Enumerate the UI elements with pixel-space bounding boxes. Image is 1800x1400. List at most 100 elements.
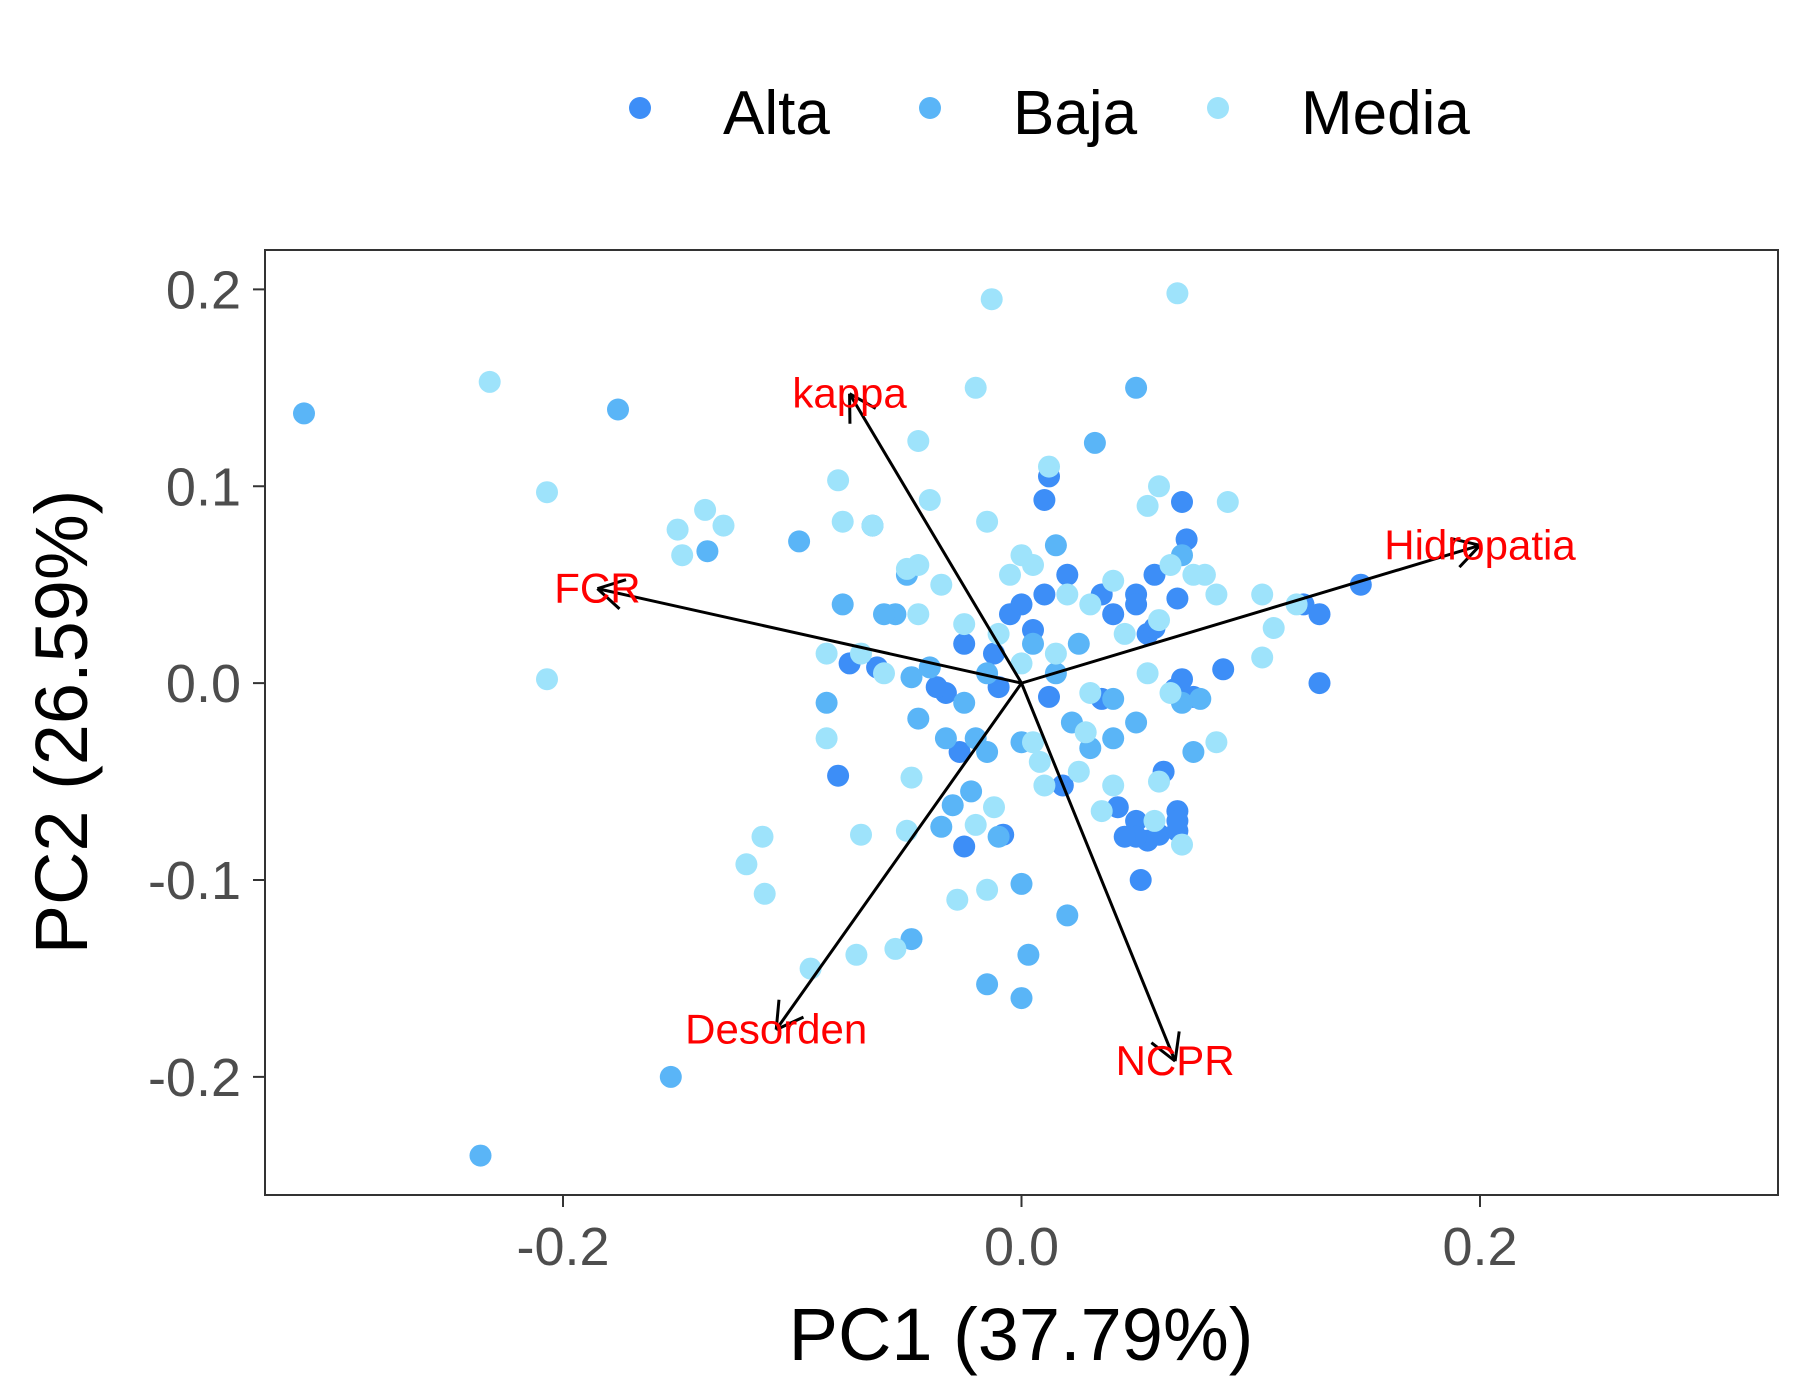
point-media <box>976 878 999 901</box>
point-alta <box>1056 563 1079 586</box>
loading-arrowhead <box>775 1015 805 1031</box>
point-alta <box>925 676 948 699</box>
point-media <box>1033 774 1056 797</box>
point-baja <box>469 1144 492 1167</box>
point-baja <box>831 593 854 616</box>
point-alta <box>948 741 971 763</box>
y-tick-label: 0.1 <box>166 457 241 517</box>
point-media <box>1079 593 1102 616</box>
point-media <box>1251 646 1274 669</box>
point-alta <box>1033 583 1056 606</box>
x-axis: -0.2 0.0 0.2 <box>516 1195 1518 1277</box>
point-media <box>753 882 776 905</box>
loading-arrow-fcr <box>597 587 1022 685</box>
y-tick-label: -0.1 <box>148 851 241 911</box>
point-media <box>964 813 987 836</box>
plot-panel <box>264 249 1779 1196</box>
point-media <box>845 943 868 966</box>
point-media <box>946 888 969 911</box>
point-baja <box>1010 872 1033 895</box>
point-alta <box>1129 869 1152 891</box>
point-media <box>930 573 953 596</box>
y-tick-label: -0.2 <box>148 1048 241 1108</box>
point-alta <box>1113 825 1136 848</box>
loading-vectors: kappa FCR Hidropatia Desorden NCPR <box>554 370 1576 1084</box>
point-media <box>1136 662 1159 685</box>
point-baja <box>907 707 930 730</box>
point-baja <box>976 973 999 996</box>
point-media <box>1038 455 1060 478</box>
point-media <box>1148 609 1170 632</box>
point-media <box>1028 750 1051 773</box>
point-alta <box>983 642 1005 665</box>
point-media <box>907 430 930 452</box>
point-media <box>478 370 501 393</box>
point-baja <box>900 928 923 951</box>
loading-label-desorden: Desorden <box>685 1006 867 1053</box>
y-axis-label: PC2 (26.59%) <box>20 490 103 955</box>
point-media <box>831 510 854 533</box>
point-media <box>1148 475 1170 498</box>
point-baja <box>930 815 953 838</box>
point-media <box>712 514 735 537</box>
point-media <box>671 544 694 567</box>
point-alta <box>1125 593 1148 616</box>
point-media <box>1113 622 1136 645</box>
point-media <box>900 766 923 789</box>
point-media <box>666 518 689 541</box>
point-alta <box>1125 809 1148 832</box>
point-media <box>1067 760 1090 783</box>
point-media <box>1251 583 1274 606</box>
legend-label-baja: Baja <box>1013 79 1138 148</box>
point-media <box>1102 774 1125 797</box>
point-baja <box>953 691 976 714</box>
point-media <box>861 514 884 537</box>
y-axis: -0.2 -0.1 0.0 0.1 0.2 <box>148 260 265 1108</box>
point-media <box>1171 833 1193 856</box>
point-media <box>694 498 717 521</box>
legend-label-alta: Alta <box>723 79 830 148</box>
point-media <box>827 469 850 492</box>
point-baja <box>607 398 629 421</box>
point-media <box>1044 642 1067 665</box>
point-media <box>976 510 999 533</box>
legend: Alta Baja Media <box>629 79 1470 148</box>
loading-arrowhead <box>848 392 877 410</box>
point-media <box>1136 494 1159 517</box>
point-media <box>873 662 895 685</box>
point-media <box>1216 491 1239 513</box>
legend-key-baja <box>919 97 941 119</box>
y-tick-label: 0.2 <box>166 260 241 320</box>
legend-key-alta <box>629 97 651 119</box>
point-alta <box>953 835 976 858</box>
point-media <box>1022 554 1044 576</box>
point-alta <box>1308 672 1331 695</box>
point-baja <box>659 1065 682 1088</box>
point-alta <box>1166 809 1189 832</box>
point-media <box>1148 770 1170 793</box>
point-media <box>895 819 918 842</box>
point-baja <box>1067 632 1090 655</box>
loading-arrowhead <box>1458 544 1482 569</box>
point-alta <box>1171 491 1193 513</box>
point-media <box>1074 721 1097 744</box>
point-baja <box>1125 376 1148 399</box>
point-media <box>850 823 872 846</box>
point-media <box>983 796 1005 819</box>
loading-arrow-kappa <box>848 392 1023 684</box>
loading-arrowhead <box>1150 1041 1177 1063</box>
loading-arrowhead <box>774 999 781 1030</box>
loading-label-fcr: FCR <box>554 565 640 612</box>
point-baja <box>1017 943 1040 966</box>
point-media <box>964 376 987 399</box>
point-media <box>980 288 1003 311</box>
point-baja <box>873 603 895 626</box>
y-tick-label: 0.0 <box>166 654 241 714</box>
point-baja <box>1010 987 1033 1010</box>
point-alta <box>1010 593 1033 616</box>
loading-arrow-hidropatia <box>1021 543 1481 685</box>
legend-key-media <box>1207 97 1229 119</box>
point-baja <box>293 402 315 425</box>
loading-arrowhead <box>596 587 621 611</box>
point-alta <box>953 632 976 655</box>
